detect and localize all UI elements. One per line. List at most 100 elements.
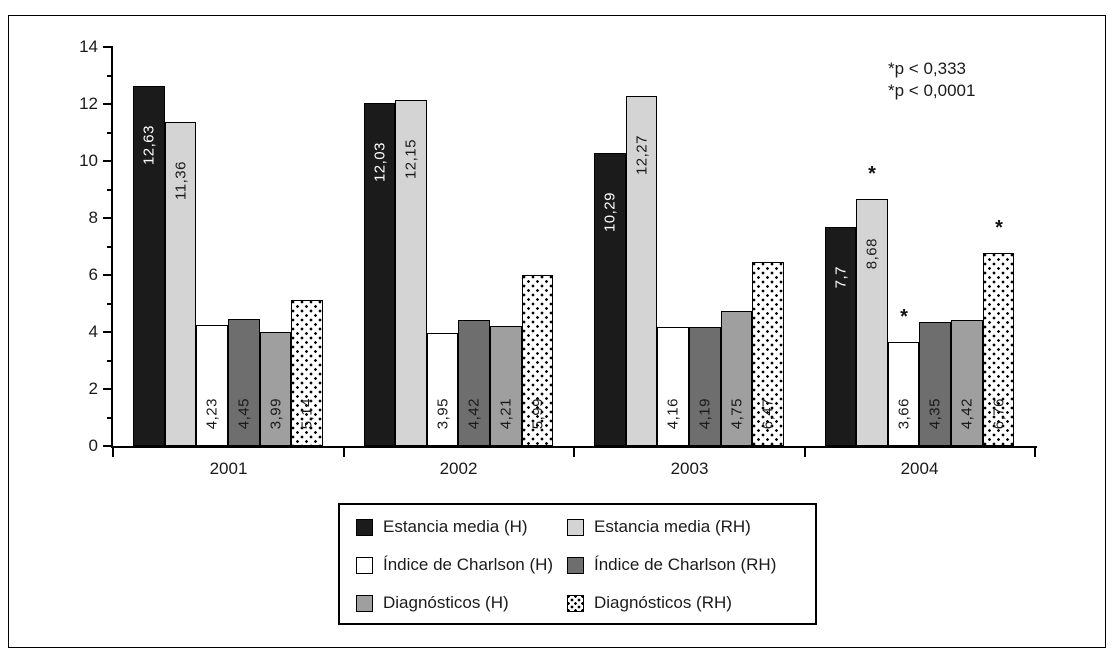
bar-value-label: 5,99 xyxy=(529,397,546,429)
significance-star: * xyxy=(995,217,1003,239)
bar-value-label: 7,7 xyxy=(832,266,849,289)
bar-value-label: 4,42 xyxy=(465,397,483,429)
legend-item-estancia-media-rh: Estancia media (RH) xyxy=(567,517,751,537)
bar-value-label: 8,68 xyxy=(863,238,881,270)
y-axis-major-tick xyxy=(103,274,113,276)
y-axis-tick-label: 14 xyxy=(79,37,98,56)
bar-estancia-media-h-2002: 12,03 xyxy=(364,103,395,446)
y-axis-major-tick xyxy=(103,217,113,219)
y-axis-minor-tick xyxy=(107,132,113,134)
x-axis-tick xyxy=(343,446,345,457)
bar-value-label: 4,19 xyxy=(696,397,714,429)
bar-value-label: 4,42 xyxy=(958,397,976,429)
bar-value-label: 3,66 xyxy=(895,397,912,429)
legend-swatch-diagnosticos-h xyxy=(356,594,373,612)
bar-indice-de-charlson-rh-2002: 4,42 xyxy=(458,320,490,446)
bar-value-label: 6,47 xyxy=(759,397,777,429)
bar-estancia-media-rh-2002: 12,15 xyxy=(395,100,427,446)
legend-swatch-estancia-media-rh xyxy=(567,518,584,536)
legend-item-diagnosticos-h: Diagnósticos (H) xyxy=(356,593,509,613)
y-axis-tick-label: 6 xyxy=(88,265,98,284)
y-axis-tick-label: 12 xyxy=(79,94,98,113)
legend-item-indice-de-charlson-rh: Índice de Charlson (RH) xyxy=(567,555,776,575)
bar-diagnosticos-rh-2001: 5,14 xyxy=(291,300,323,446)
legend-swatch-diagnosticos-rh xyxy=(567,594,584,612)
y-axis-minor-tick xyxy=(107,189,113,191)
x-axis-tick xyxy=(804,446,806,457)
y-axis-minor-tick xyxy=(107,360,113,362)
bar-value-label: 3,99 xyxy=(267,397,284,429)
bar-value-label: 12,27 xyxy=(633,135,650,176)
bar-indice-de-charlson-h-2002: 3,95 xyxy=(427,333,458,446)
bar-estancia-media-rh-2001: 11,36 xyxy=(165,122,196,446)
bar-estancia-media-h-2004: 7,7 xyxy=(825,227,856,446)
y-axis-major-tick xyxy=(103,445,113,447)
y-axis-tick-label: 2 xyxy=(88,379,98,398)
bar-value-label: 10,29 xyxy=(601,192,619,233)
significance-star: * xyxy=(900,306,908,328)
y-axis-major-tick xyxy=(103,388,113,390)
y-axis-minor-tick xyxy=(107,303,113,305)
y-axis-tick-label: 10 xyxy=(79,151,98,170)
bar-estancia-media-rh-2003: 12,27 xyxy=(626,96,657,446)
bar-value-label: 4,23 xyxy=(203,397,221,429)
annotation-line: *p < 0,0001 xyxy=(888,81,976,100)
x-axis-label-2001: 2001 xyxy=(209,459,248,478)
legend-item-diagnosticos-rh: Diagnósticos (RH) xyxy=(567,593,732,613)
bar-value-label: 4,35 xyxy=(926,397,944,429)
bar-value-label: 12,63 xyxy=(140,125,158,166)
bar-value-label: 11,36 xyxy=(172,161,189,200)
bar-indice-de-charlson-h-2004: 3,66 xyxy=(888,342,919,446)
x-axis-label-2002: 2002 xyxy=(439,459,478,478)
bar-value-label: 6,76 xyxy=(990,397,1007,429)
bar-value-label: 12,03 xyxy=(371,142,388,183)
p-value-annotation: *p < 0,333 *p < 0,0001 xyxy=(888,58,975,102)
bar-value-label: 12,15 xyxy=(402,139,420,180)
y-axis-tick-label: 4 xyxy=(88,322,98,341)
figure-frame xyxy=(8,15,1106,648)
legend-label: Estancia media (H) xyxy=(383,517,528,536)
legend-swatch-estancia-media-h xyxy=(356,518,373,536)
x-axis-tick xyxy=(573,446,575,457)
x-axis-label-2004: 2004 xyxy=(900,459,939,478)
legend-label: Diagnósticos (H) xyxy=(383,593,509,612)
bar-value-label: 4,45 xyxy=(235,397,253,429)
legend-swatch-indice-de-charlson-rh xyxy=(567,556,584,574)
bar-estancia-media-h-2001: 12,63 xyxy=(133,86,165,446)
legend-label: Índice de Charlson (RH) xyxy=(594,555,777,574)
annotation-line: *p < 0,333 xyxy=(888,59,966,78)
legend-label: Índice de Charlson (H) xyxy=(383,555,554,574)
bar-diagnosticos-h-2002: 4,21 xyxy=(490,326,522,446)
y-axis-minor-tick xyxy=(107,75,113,77)
x-axis-tick xyxy=(1034,446,1036,457)
x-axis-label-2003: 2003 xyxy=(670,459,709,478)
bar-value-label: 3,95 xyxy=(434,397,451,429)
legend-box: Estancia media (H) Estancia media (RH) Í… xyxy=(338,503,817,625)
bar-value-label: 4,21 xyxy=(497,397,515,429)
bar-diagnosticos-h-2003: 4,75 xyxy=(721,311,752,446)
bar-estancia-media-rh-2004: 8,68 xyxy=(856,199,888,446)
bar-value-label: 4,16 xyxy=(664,397,682,429)
y-axis-major-tick xyxy=(103,103,113,105)
bar-estancia-media-h-2003: 10,29 xyxy=(594,153,626,446)
y-axis-tick-label: 0 xyxy=(88,436,98,455)
legend-item-estancia-media-h: Estancia media (H) xyxy=(356,517,528,537)
bar-value-label: 5,14 xyxy=(298,397,316,429)
bar-value-label: 4,75 xyxy=(728,397,745,429)
legend-label: Diagnósticos (RH) xyxy=(594,593,732,612)
bar-indice-de-charlson-h-2003: 4,16 xyxy=(657,327,689,446)
y-axis-major-tick xyxy=(103,331,113,333)
bar-diagnosticos-h-2004: 4,42 xyxy=(951,320,983,446)
significance-star: * xyxy=(868,163,876,185)
bar-indice-de-charlson-rh-2003: 4,19 xyxy=(689,327,721,446)
bar-diagnosticos-h-2001: 3,99 xyxy=(260,332,291,446)
bar-indice-de-charlson-rh-2001: 4,45 xyxy=(228,319,260,446)
y-axis-minor-tick xyxy=(107,246,113,248)
legend-item-indice-de-charlson-h: Índice de Charlson (H) xyxy=(356,555,553,575)
x-axis-tick xyxy=(112,446,114,457)
legend-swatch-indice-de-charlson-h xyxy=(356,556,373,574)
bar-indice-de-charlson-rh-2004: 4,35 xyxy=(919,322,951,446)
y-axis-minor-tick xyxy=(107,417,113,419)
bar-diagnosticos-rh-2002: 5,99 xyxy=(522,275,553,446)
